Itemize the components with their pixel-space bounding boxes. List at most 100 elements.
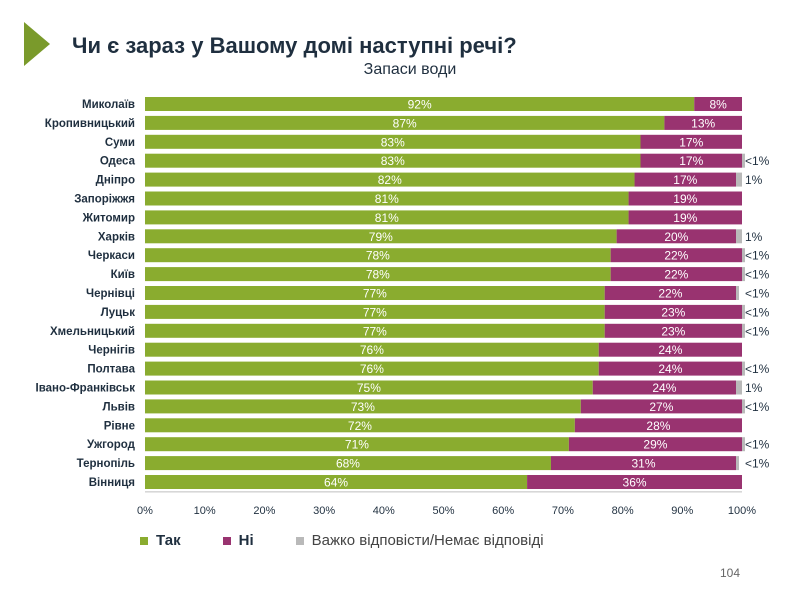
bar-no xyxy=(664,115,742,130)
bar-no xyxy=(604,286,737,300)
category-label: Вінниця xyxy=(89,477,135,489)
bar-yes xyxy=(145,323,605,338)
value-label-hard: 1% xyxy=(745,173,763,187)
bar-hard xyxy=(742,304,745,319)
value-label-hard: <1% xyxy=(745,305,770,319)
legend-label-hard: Важко відповісти/Немає відповіді xyxy=(311,532,544,549)
category-label: Дніпро xyxy=(96,175,135,187)
value-label-no: 19% xyxy=(673,192,697,206)
x-tick-label: 10% xyxy=(194,505,216,517)
bar-no xyxy=(640,134,742,149)
value-label-hard: <1% xyxy=(745,438,770,452)
legend-item-no: Ні xyxy=(222,532,254,549)
value-label-no: 17% xyxy=(679,154,703,168)
bar-yes xyxy=(145,380,593,395)
value-label-no: 23% xyxy=(661,305,685,319)
header-arrow-icon xyxy=(24,22,50,66)
bar-yes xyxy=(145,304,605,319)
bar-hard xyxy=(736,380,742,395)
value-label-yes: 79% xyxy=(369,230,393,244)
bar-yes xyxy=(145,342,599,357)
bar-yes xyxy=(145,172,635,187)
value-label-no: 13% xyxy=(691,116,715,130)
bar-no xyxy=(592,380,737,395)
value-label-no: 17% xyxy=(679,135,703,149)
value-label-no: 29% xyxy=(643,438,667,452)
bar-no xyxy=(598,361,742,376)
value-label-no: 19% xyxy=(673,211,697,225)
bar-yes xyxy=(145,437,569,452)
category-label: Запоріжжя xyxy=(74,194,135,206)
bar-yes xyxy=(145,229,617,244)
value-label-no: 17% xyxy=(673,173,697,187)
value-label-hard: <1% xyxy=(745,457,770,471)
bar-hard xyxy=(736,456,740,471)
value-label-hard: <1% xyxy=(745,400,770,414)
bar-yes xyxy=(145,475,528,489)
bar-hard xyxy=(742,361,745,376)
category-label: Луцьк xyxy=(101,307,136,319)
bar-no xyxy=(580,399,742,414)
value-label-hard: <1% xyxy=(745,362,770,376)
bar-no xyxy=(694,97,742,111)
bar-yes xyxy=(145,286,605,300)
x-tick-label: 100% xyxy=(728,505,756,517)
category-label: Чернігів xyxy=(88,345,135,357)
x-tick-label: 90% xyxy=(671,505,693,517)
value-label-yes: 82% xyxy=(378,173,402,187)
value-label-hard: 1% xyxy=(745,381,763,395)
bar-yes xyxy=(145,361,599,376)
value-label-no: 8% xyxy=(709,98,727,112)
value-label-yes: 78% xyxy=(366,268,390,282)
category-label: Кропивницький xyxy=(45,118,135,130)
value-label-yes: 83% xyxy=(381,154,405,168)
value-label-no: 24% xyxy=(658,343,682,357)
category-label: Хмельницький xyxy=(50,326,135,338)
bar-hard xyxy=(742,153,745,168)
value-label-yes: 75% xyxy=(357,381,381,395)
legend-swatch-yes xyxy=(140,536,148,545)
bar-hard xyxy=(736,172,742,187)
value-label-yes: 81% xyxy=(375,211,399,225)
value-label-no: 31% xyxy=(631,457,655,471)
x-tick-label: 70% xyxy=(552,505,574,517)
bar-no xyxy=(610,267,742,282)
legend-item-yes: Так xyxy=(140,532,181,549)
value-label-yes: 83% xyxy=(381,135,405,149)
legend-label-yes: Так xyxy=(156,532,181,549)
x-tick-label: 30% xyxy=(313,505,335,517)
bar-yes xyxy=(145,456,551,471)
category-label: Одеса xyxy=(100,156,136,168)
x-tick-label: 40% xyxy=(373,505,395,517)
value-label-yes: 71% xyxy=(345,438,369,452)
chart-subtitle: Запаси води xyxy=(363,61,457,78)
category-label: Івано-Франківськ xyxy=(36,383,136,395)
value-label-yes: 76% xyxy=(360,343,384,357)
bar-no xyxy=(568,437,742,452)
bar-hard xyxy=(736,229,742,244)
value-label-no: 24% xyxy=(652,381,676,395)
legend-swatch-hard xyxy=(295,536,304,545)
category-label: Тернопіль xyxy=(77,458,135,470)
bar-yes xyxy=(145,115,665,130)
bar-hard xyxy=(742,437,745,452)
value-label-yes: 77% xyxy=(363,324,387,338)
x-tick-label: 50% xyxy=(432,505,454,517)
value-label-hard: <1% xyxy=(745,249,770,263)
bar-yes xyxy=(145,418,575,433)
value-label-yes: 73% xyxy=(351,400,375,414)
bar-yes xyxy=(145,97,695,111)
category-label: Полтава xyxy=(87,364,135,376)
x-tick-label: 60% xyxy=(492,505,514,517)
value-label-no: 22% xyxy=(664,268,688,282)
bar-no xyxy=(610,248,742,263)
bar-yes xyxy=(145,153,641,168)
bar-no xyxy=(634,172,737,187)
bar-yes xyxy=(145,267,611,282)
bar-hard xyxy=(742,399,745,414)
value-label-no: 24% xyxy=(658,362,682,376)
value-label-no: 20% xyxy=(664,230,688,244)
value-label-yes: 77% xyxy=(363,305,387,319)
category-label: Ужгород xyxy=(87,439,136,451)
category-label: Житомир xyxy=(82,212,135,224)
